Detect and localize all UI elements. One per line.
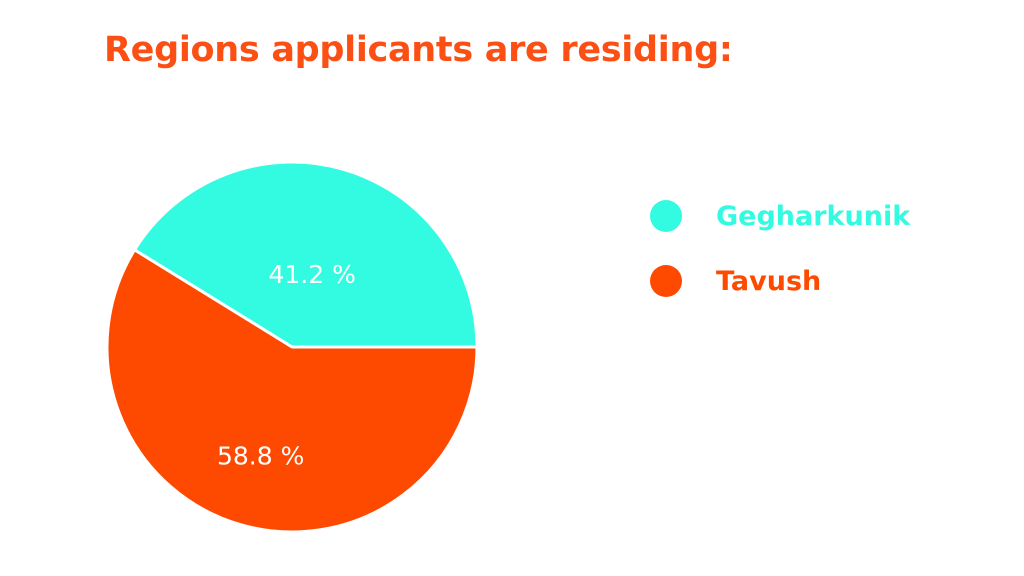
chart-title: Regions applicants are residing: [104,30,733,70]
pie-labels: 41.2 % 58.8 % [217,260,356,471]
pie-label-gegharkunik: 41.2 % [269,260,356,289]
pie-label-tavush: 58.8 % [217,441,304,470]
legend-label-tavush: Tavush [716,265,822,297]
legend-swatch-tavush [650,265,682,297]
legend: Gegharkunik Tavush [650,196,910,326]
pie-slices [105,160,479,534]
pie-slice-tavush [105,248,479,534]
pie-slice-gegharkunik [133,160,479,349]
legend-label-gegharkunik: Gegharkunik [716,200,911,232]
legend-swatch-gegharkunik [650,200,682,232]
legend-item-gegharkunik: Gegharkunik [650,196,910,236]
legend-item-tavush: Tavush [650,261,910,301]
